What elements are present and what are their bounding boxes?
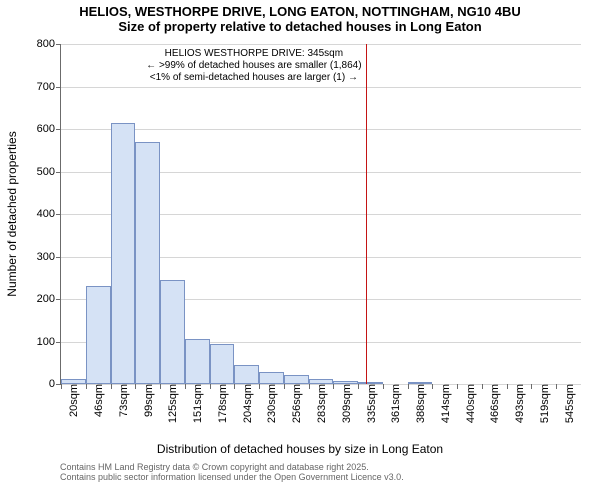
xtick-mark — [185, 384, 186, 389]
ytick-label: 500 — [37, 166, 61, 178]
xtick-label: 204sqm — [242, 384, 254, 423]
histogram-bar — [185, 339, 210, 384]
xtick-mark — [135, 384, 136, 389]
plot-area: 010020030040050060070080020sqm46sqm73sqm… — [60, 44, 581, 385]
histogram-bar — [86, 286, 111, 384]
xtick-label: 493sqm — [514, 384, 526, 423]
xtick-label: 309sqm — [341, 384, 353, 423]
xtick-label: 388sqm — [415, 384, 427, 423]
xtick-mark — [457, 384, 458, 389]
gridline — [61, 129, 581, 130]
xtick-label: 545sqm — [564, 384, 576, 423]
ytick-label: 800 — [37, 38, 61, 50]
xtick-mark — [234, 384, 235, 389]
xtick-mark — [358, 384, 359, 389]
xtick-label: 99sqm — [143, 384, 155, 417]
xtick-mark — [284, 384, 285, 389]
xtick-mark — [61, 384, 62, 389]
histogram-bar — [160, 280, 185, 384]
gridline — [61, 87, 581, 88]
marker-annotation-line: ← >99% of detached houses are smaller (1… — [146, 60, 361, 72]
xtick-mark — [383, 384, 384, 389]
marker-annotation-line: <1% of semi-detached houses are larger (… — [146, 72, 361, 84]
chart-title-line1: HELIOS, WESTHORPE DRIVE, LONG EATON, NOT… — [0, 0, 600, 19]
xtick-label: 178sqm — [217, 384, 229, 423]
xtick-mark — [408, 384, 409, 389]
marker-annotation: HELIOS WESTHORPE DRIVE: 345sqm← >99% of … — [146, 48, 361, 84]
footer-line2: Contains public sector information licen… — [60, 472, 404, 482]
xtick-label: 440sqm — [465, 384, 477, 423]
xtick-mark — [309, 384, 310, 389]
xtick-label: 466sqm — [490, 384, 502, 423]
ytick-label: 700 — [37, 81, 61, 93]
xtick-mark — [259, 384, 260, 389]
xtick-label: 283sqm — [316, 384, 328, 423]
xtick-label: 46sqm — [93, 384, 105, 417]
x-axis-label: Distribution of detached houses by size … — [157, 442, 443, 456]
property-marker-line — [366, 44, 367, 384]
chart-container: HELIOS, WESTHORPE DRIVE, LONG EATON, NOT… — [0, 0, 600, 500]
histogram-bar — [111, 123, 136, 384]
xtick-label: 256sqm — [291, 384, 303, 423]
histogram-bar — [284, 375, 309, 384]
y-axis-label: Number of detached properties — [5, 131, 19, 296]
xtick-mark — [160, 384, 161, 389]
xtick-label: 414sqm — [440, 384, 452, 423]
histogram-bar — [259, 372, 284, 384]
ytick-label: 200 — [37, 293, 61, 305]
ytick-label: 400 — [37, 208, 61, 220]
histogram-bar — [210, 344, 235, 384]
footer-attribution: Contains HM Land Registry data © Crown c… — [60, 462, 404, 483]
xtick-label: 230sqm — [267, 384, 279, 423]
gridline — [61, 44, 581, 45]
xtick-label: 151sqm — [192, 384, 204, 423]
xtick-label: 73sqm — [118, 384, 130, 417]
xtick-label: 519sqm — [539, 384, 551, 423]
marker-annotation-line: HELIOS WESTHORPE DRIVE: 345sqm — [146, 48, 361, 60]
xtick-mark — [111, 384, 112, 389]
xtick-mark — [333, 384, 334, 389]
histogram-bar — [234, 365, 259, 384]
chart-title-line2: Size of property relative to detached ho… — [0, 19, 600, 34]
histogram-bar — [135, 142, 160, 384]
xtick-mark — [432, 384, 433, 389]
xtick-label: 125sqm — [168, 384, 180, 423]
xtick-mark — [531, 384, 532, 389]
ytick-label: 600 — [37, 123, 61, 135]
xtick-label: 20sqm — [69, 384, 81, 417]
xtick-mark — [210, 384, 211, 389]
ytick-label: 0 — [49, 378, 61, 390]
xtick-label: 361sqm — [390, 384, 402, 423]
ytick-label: 100 — [37, 336, 61, 348]
footer-line1: Contains HM Land Registry data © Crown c… — [60, 462, 404, 472]
xtick-mark — [556, 384, 557, 389]
xtick-mark — [86, 384, 87, 389]
ytick-label: 300 — [37, 251, 61, 263]
xtick-label: 335sqm — [366, 384, 378, 423]
xtick-mark — [507, 384, 508, 389]
xtick-mark — [482, 384, 483, 389]
